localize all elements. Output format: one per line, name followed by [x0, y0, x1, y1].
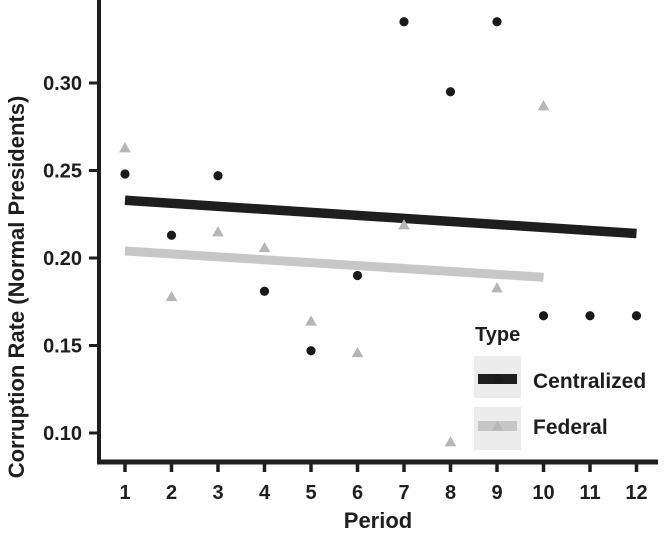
x-tick-label: 7: [398, 482, 409, 504]
data-points: [119, 17, 642, 447]
point-centralized: [445, 87, 456, 97]
legend-circle-marker-icon: [492, 374, 503, 384]
point-federal: [398, 219, 410, 230]
x-axis-ticks: 1 2 3 4 5 6 7 8 9 10 11 12: [119, 461, 648, 504]
y-axis: 0.10 0.15 0.20 0.25 0.30: [43, 0, 101, 464]
x-axis-title: Period: [344, 508, 412, 533]
point-federal: [537, 100, 550, 111]
point-federal: [305, 315, 317, 326]
legend-triangle-marker-icon: [492, 420, 503, 431]
point-centralized: [213, 171, 223, 181]
x-tick-label: 1: [119, 482, 130, 504]
legend-label-centralized: Centralized: [533, 370, 646, 393]
y-axis-ticks: 0.10 0.15 0.20 0.25 0.30: [43, 73, 98, 445]
x-tick-label: 6: [352, 482, 363, 504]
trend-lines: [124, 195, 637, 282]
point-federal: [258, 241, 271, 253]
point-centralized: [259, 286, 270, 296]
point-federal: [351, 346, 364, 358]
point-centralized: [585, 311, 595, 321]
y-tick-label: 0.30: [43, 73, 82, 95]
point-centralized: [538, 311, 549, 321]
point-federal: [212, 226, 224, 237]
y-tick-label: 0.15: [43, 336, 82, 358]
point-centralized: [166, 230, 177, 240]
x-tick-label: 2: [166, 482, 177, 504]
x-tick-label: 9: [491, 482, 502, 504]
x-tick-label: 4: [259, 482, 271, 504]
point-centralized: [306, 346, 316, 356]
x-tick-label: 3: [212, 482, 223, 504]
x-tick-label: 5: [305, 482, 316, 504]
y-tick-label: 0.25: [43, 161, 82, 183]
legend: Type Centralized Federal: [474, 324, 646, 450]
x-tick-label: 8: [445, 482, 456, 504]
x-tick-label: 10: [532, 482, 554, 504]
trend-line-centralized: [124, 195, 637, 239]
x-axis: 1 2 3 4 5 6 7 8 9 10 11 12: [97, 459, 658, 504]
point-centralized: [352, 270, 363, 281]
y-tick-label: 0.20: [43, 248, 82, 270]
trend-line-federal: [124, 246, 544, 282]
point-federal: [444, 436, 457, 447]
point-federal: [491, 282, 503, 293]
x-tick-label: 11: [579, 482, 600, 504]
x-tick-label: 12: [625, 482, 647, 504]
legend-title: Type: [475, 324, 520, 346]
point-centralized: [120, 169, 130, 179]
y-axis-title: Corruption Rate (Normal Presidents): [4, 96, 29, 479]
point-federal: [119, 142, 131, 153]
point-centralized: [492, 17, 502, 27]
point-centralized: [631, 311, 642, 321]
point-federal: [165, 290, 178, 302]
point-centralized: [399, 17, 409, 27]
legend-label-federal: Federal: [533, 416, 608, 439]
y-tick-label: 0.10: [43, 423, 82, 445]
